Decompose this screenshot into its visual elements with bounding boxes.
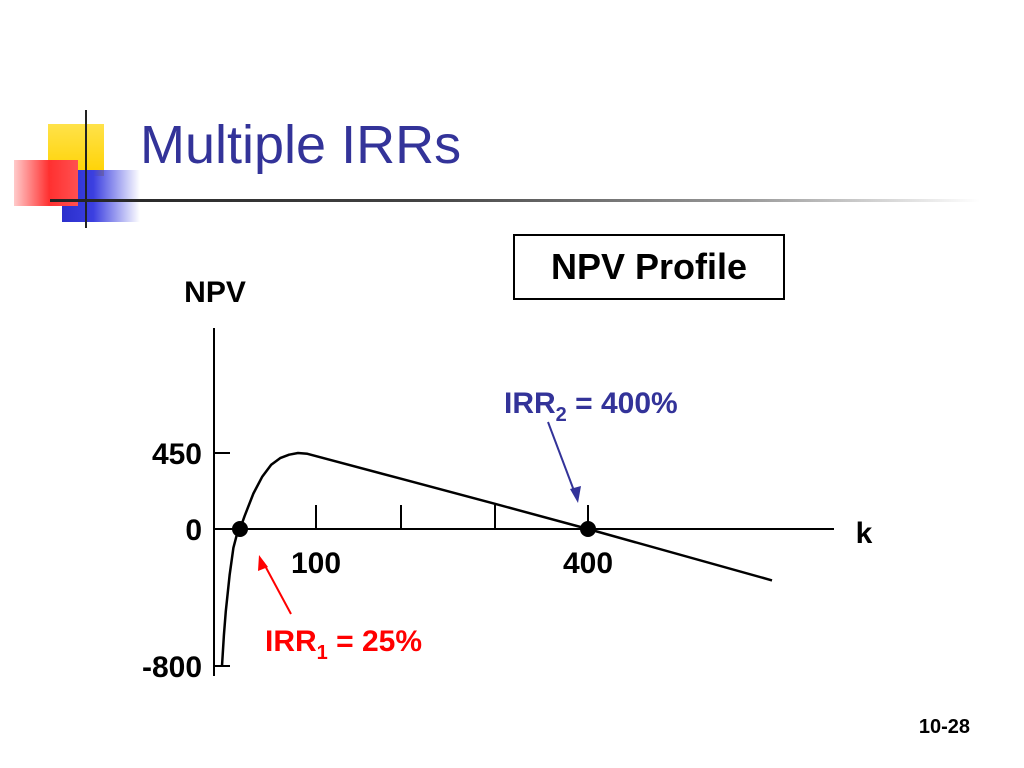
irr2-label: IRR2 = 400% bbox=[504, 387, 678, 426]
decor-red-square bbox=[14, 160, 78, 206]
npv-curve bbox=[220, 451, 773, 667]
irr2-point bbox=[580, 521, 596, 537]
irr1-arrow-line bbox=[262, 561, 292, 615]
x-axis-label: k bbox=[856, 517, 873, 550]
decor-vertical-line bbox=[85, 110, 87, 228]
y-tick-label-2: -800 bbox=[142, 651, 202, 684]
x-tick-label-0: 100 bbox=[291, 547, 341, 580]
irr2-arrow-line bbox=[547, 421, 577, 497]
x-tick-label-3: 400 bbox=[563, 547, 613, 580]
annotations: IRR2 = 400% IRR1 = 25% bbox=[258, 387, 678, 664]
irr2-arrow-head bbox=[570, 486, 581, 503]
slide-number: 10-28 bbox=[918, 716, 970, 738]
ticks: 450 0 -800 100 400 bbox=[142, 438, 613, 684]
irr1-arrow-head bbox=[258, 555, 268, 571]
title-underline bbox=[50, 199, 980, 202]
chart-title: NPV Profile bbox=[550, 246, 748, 287]
axes bbox=[213, 328, 834, 676]
y-tick-label-0: 450 bbox=[152, 438, 202, 471]
irr1-point bbox=[232, 521, 248, 537]
chart-title-box: NPV Profile bbox=[513, 234, 785, 300]
y-tick-label-1: 0 bbox=[185, 514, 202, 547]
y-axis-label: NPV bbox=[184, 276, 246, 309]
series-group bbox=[220, 451, 773, 667]
irr1-label: IRR1 = 25% bbox=[265, 625, 422, 664]
slide-title: Multiple IRRs bbox=[140, 115, 462, 175]
